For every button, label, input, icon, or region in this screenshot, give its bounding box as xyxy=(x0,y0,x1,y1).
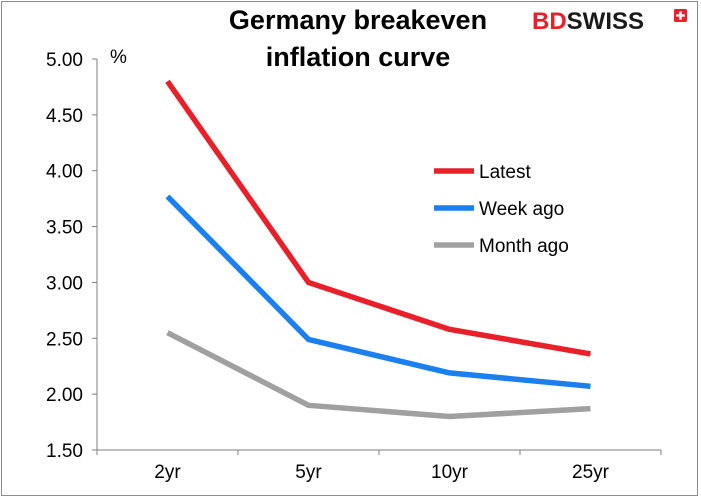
legend-label-month-ago: Month ago xyxy=(479,236,569,257)
legend-label-latest: Latest xyxy=(479,162,531,183)
x-tick-label: 25yr xyxy=(572,462,610,483)
bdswiss-logo: BDSWISS xyxy=(532,8,687,35)
series-line-latest xyxy=(165,79,591,357)
chart-title-line-2: inflation curve xyxy=(266,42,451,72)
series-line-month-ago xyxy=(166,330,591,420)
logo-swiss-text: SWISS xyxy=(567,8,644,35)
y-tick-label: 3.50 xyxy=(46,218,83,239)
y-tick-label: 4.00 xyxy=(46,162,83,183)
x-tick-label: 5yr xyxy=(295,462,322,483)
logo-bd-text: BD xyxy=(532,8,567,35)
y-tick-label: 2.50 xyxy=(46,329,83,350)
legend-label-week-ago: Week ago xyxy=(479,199,564,220)
svg-text:BDSWISS: BDSWISS xyxy=(532,8,644,35)
y-tick-label: 5.00 xyxy=(46,50,83,71)
series-line-week-ago xyxy=(165,194,591,390)
y-tick-label: 4.50 xyxy=(46,106,83,127)
y-tick-label: 1.50 xyxy=(46,441,83,462)
swiss-cross-icon xyxy=(674,9,687,22)
x-tick-label: 2yr xyxy=(154,462,181,483)
y-axis-unit-label: % xyxy=(110,47,127,68)
y-tick-label: 2.00 xyxy=(46,385,83,406)
y-tick-label: 3.00 xyxy=(46,273,83,294)
x-tick-label: 10yr xyxy=(431,462,469,483)
chart-title-line-1: Germany breakeven xyxy=(229,5,487,35)
